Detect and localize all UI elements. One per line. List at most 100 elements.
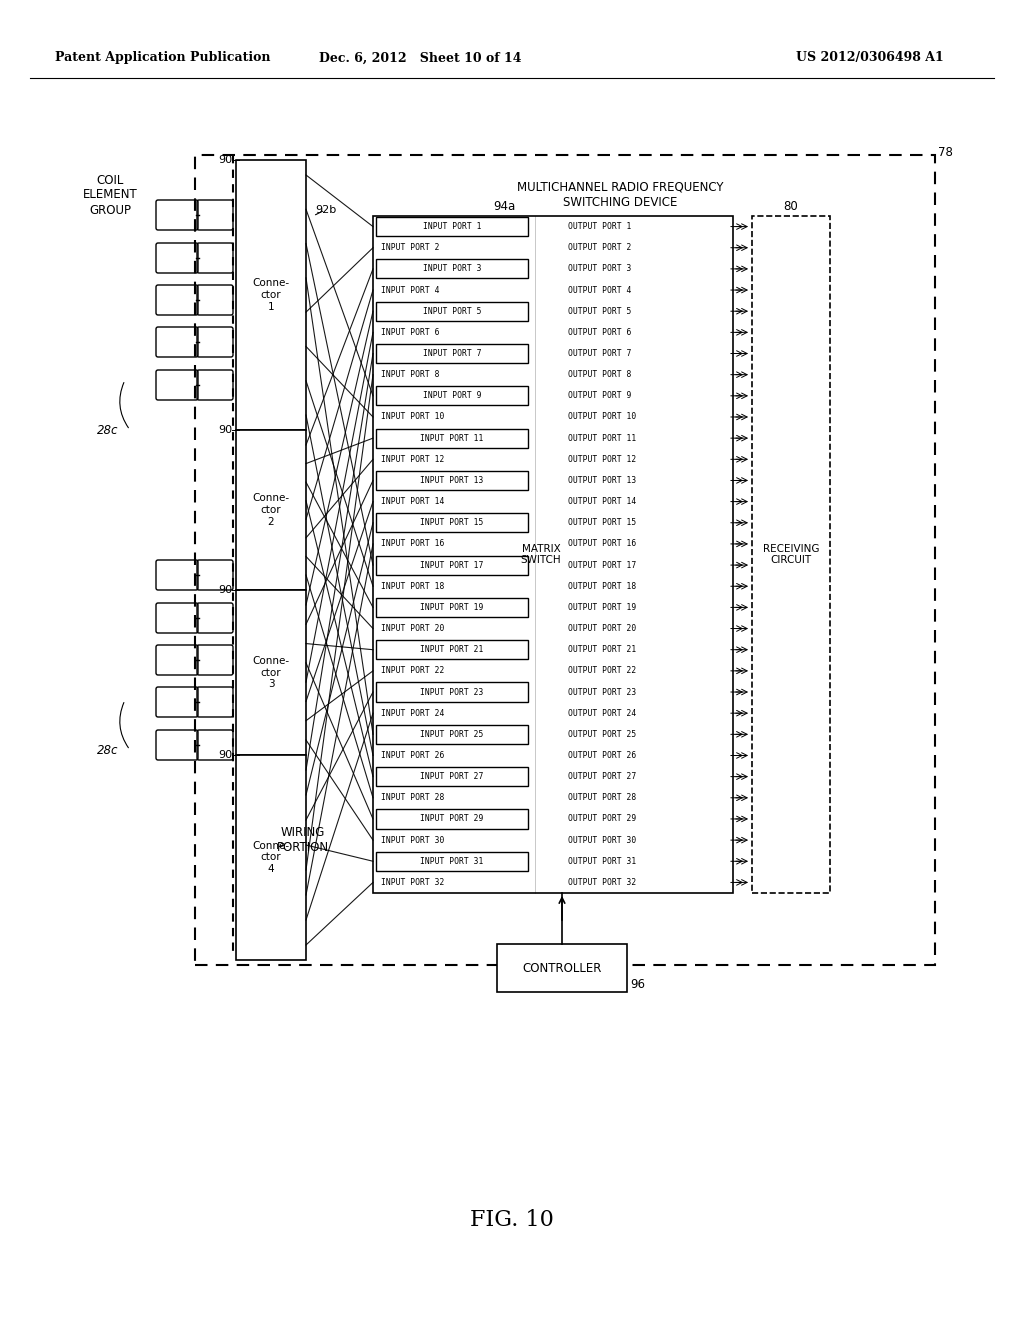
Bar	[236, 590, 306, 755]
Bar	[497, 944, 627, 993]
Text: INPUT PORT 26: INPUT PORT 26	[381, 751, 444, 760]
Text: CONTROLLER: CONTROLLER	[522, 961, 602, 974]
Text: INPUT PORT 28: INPUT PORT 28	[381, 793, 444, 803]
Bar	[376, 725, 528, 744]
Text: INPUT PORT 20: INPUT PORT 20	[381, 624, 444, 634]
Text: 90: 90	[218, 585, 232, 595]
Text: WIRING
PORTION: WIRING PORTION	[276, 826, 329, 854]
Text: Conne-
ctor
1: Conne- ctor 1	[253, 279, 290, 312]
Text: INPUT PORT 5: INPUT PORT 5	[423, 306, 481, 315]
Text: INPUT PORT 18: INPUT PORT 18	[381, 582, 444, 591]
Bar	[376, 640, 528, 659]
Text: INPUT PORT 7: INPUT PORT 7	[423, 348, 481, 358]
Text: INPUT PORT 22: INPUT PORT 22	[381, 667, 444, 676]
Bar	[376, 809, 528, 829]
Bar	[236, 755, 306, 960]
Text: OUTPUT PORT 8: OUTPUT PORT 8	[568, 370, 632, 379]
Text: OUTPUT PORT 6: OUTPUT PORT 6	[568, 327, 632, 337]
Text: INPUT PORT 15: INPUT PORT 15	[420, 519, 483, 527]
Text: INPUT PORT 21: INPUT PORT 21	[420, 645, 483, 655]
Text: OUTPUT PORT 4: OUTPUT PORT 4	[568, 285, 632, 294]
Text: OUTPUT PORT 29: OUTPUT PORT 29	[568, 814, 636, 824]
Text: OUTPUT PORT 21: OUTPUT PORT 21	[568, 645, 636, 655]
Text: INPUT PORT 32: INPUT PORT 32	[381, 878, 444, 887]
Text: OUTPUT PORT 32: OUTPUT PORT 32	[568, 878, 636, 887]
Text: MATRIX
SWITCH: MATRIX SWITCH	[520, 544, 561, 565]
Text: INPUT PORT 30: INPUT PORT 30	[381, 836, 444, 845]
Bar	[376, 767, 528, 787]
Text: INPUT PORT 2: INPUT PORT 2	[381, 243, 439, 252]
Bar	[373, 216, 733, 894]
Text: OUTPUT PORT 27: OUTPUT PORT 27	[568, 772, 636, 781]
Text: COIL
ELEMENT
GROUP: COIL ELEMENT GROUP	[83, 173, 137, 216]
Text: Dec. 6, 2012   Sheet 10 of 14: Dec. 6, 2012 Sheet 10 of 14	[318, 51, 521, 65]
Bar	[376, 598, 528, 616]
Text: OUTPUT PORT 26: OUTPUT PORT 26	[568, 751, 636, 760]
Bar	[376, 471, 528, 490]
Text: INPUT PORT 4: INPUT PORT 4	[381, 285, 439, 294]
Bar	[376, 429, 528, 447]
Bar	[195, 154, 935, 965]
Text: 80: 80	[783, 199, 799, 213]
Text: OUTPUT PORT 16: OUTPUT PORT 16	[568, 540, 636, 548]
Text: OUTPUT PORT 12: OUTPUT PORT 12	[568, 455, 636, 463]
Text: OUTPUT PORT 11: OUTPUT PORT 11	[568, 434, 636, 442]
Text: INPUT PORT 11: INPUT PORT 11	[420, 434, 483, 442]
Text: OUTPUT PORT 10: OUTPUT PORT 10	[568, 412, 636, 421]
Text: 90: 90	[218, 154, 232, 165]
Bar	[376, 345, 528, 363]
Text: 94a: 94a	[493, 199, 515, 213]
Text: Conne-
ctor
2: Conne- ctor 2	[253, 494, 290, 527]
Text: OUTPUT PORT 7: OUTPUT PORT 7	[568, 348, 632, 358]
Text: INPUT PORT 23: INPUT PORT 23	[420, 688, 483, 697]
Text: OUTPUT PORT 3: OUTPUT PORT 3	[568, 264, 632, 273]
Text: 78: 78	[938, 147, 953, 160]
Text: INPUT PORT 13: INPUT PORT 13	[420, 477, 483, 484]
Text: OUTPUT PORT 22: OUTPUT PORT 22	[568, 667, 636, 676]
Text: OUTPUT PORT 28: OUTPUT PORT 28	[568, 793, 636, 803]
Text: US 2012/0306498 A1: US 2012/0306498 A1	[796, 51, 944, 65]
Text: 28c: 28c	[97, 424, 119, 437]
Text: OUTPUT PORT 25: OUTPUT PORT 25	[568, 730, 636, 739]
Bar	[236, 160, 306, 430]
Text: OUTPUT PORT 31: OUTPUT PORT 31	[568, 857, 636, 866]
Bar	[752, 216, 830, 894]
Text: 28c: 28c	[97, 743, 119, 756]
Text: INPUT PORT 3: INPUT PORT 3	[423, 264, 481, 273]
Text: 92b: 92b	[315, 205, 336, 215]
Text: OUTPUT PORT 20: OUTPUT PORT 20	[568, 624, 636, 634]
Text: INPUT PORT 12: INPUT PORT 12	[381, 455, 444, 463]
Bar	[376, 556, 528, 574]
Text: INPUT PORT 14: INPUT PORT 14	[381, 498, 444, 506]
Text: OUTPUT PORT 9: OUTPUT PORT 9	[568, 391, 632, 400]
Text: INPUT PORT 16: INPUT PORT 16	[381, 540, 444, 548]
Text: OUTPUT PORT 30: OUTPUT PORT 30	[568, 836, 636, 845]
Text: INPUT PORT 10: INPUT PORT 10	[381, 412, 444, 421]
Text: MULTICHANNEL RADIO FREQUENCY
SWITCHING DEVICE: MULTICHANNEL RADIO FREQUENCY SWITCHING D…	[517, 181, 723, 209]
Text: OUTPUT PORT 1: OUTPUT PORT 1	[568, 222, 632, 231]
Text: OUTPUT PORT 24: OUTPUT PORT 24	[568, 709, 636, 718]
Text: Conne-
ctor
4: Conne- ctor 4	[253, 841, 290, 874]
Bar	[376, 387, 528, 405]
Text: INPUT PORT 31: INPUT PORT 31	[420, 857, 483, 866]
Text: OUTPUT PORT 5: OUTPUT PORT 5	[568, 306, 632, 315]
Text: OUTPUT PORT 14: OUTPUT PORT 14	[568, 498, 636, 506]
Text: INPUT PORT 24: INPUT PORT 24	[381, 709, 444, 718]
Text: FIG. 10: FIG. 10	[470, 1209, 554, 1232]
Text: OUTPUT PORT 2: OUTPUT PORT 2	[568, 243, 632, 252]
Text: Conne-
ctor
3: Conne- ctor 3	[253, 656, 290, 689]
Text: 96: 96	[630, 978, 645, 990]
Text: INPUT PORT 6: INPUT PORT 6	[381, 327, 439, 337]
Bar	[376, 259, 528, 279]
Text: INPUT PORT 8: INPUT PORT 8	[381, 370, 439, 379]
Bar	[376, 302, 528, 321]
Text: INPUT PORT 19: INPUT PORT 19	[420, 603, 483, 612]
Text: INPUT PORT 25: INPUT PORT 25	[420, 730, 483, 739]
Text: OUTPUT PORT 17: OUTPUT PORT 17	[568, 561, 636, 569]
Text: INPUT PORT 9: INPUT PORT 9	[423, 391, 481, 400]
Text: OUTPUT PORT 15: OUTPUT PORT 15	[568, 519, 636, 527]
Text: OUTPUT PORT 18: OUTPUT PORT 18	[568, 582, 636, 591]
Text: 90: 90	[218, 425, 232, 436]
Bar	[376, 513, 528, 532]
Bar	[376, 216, 528, 236]
